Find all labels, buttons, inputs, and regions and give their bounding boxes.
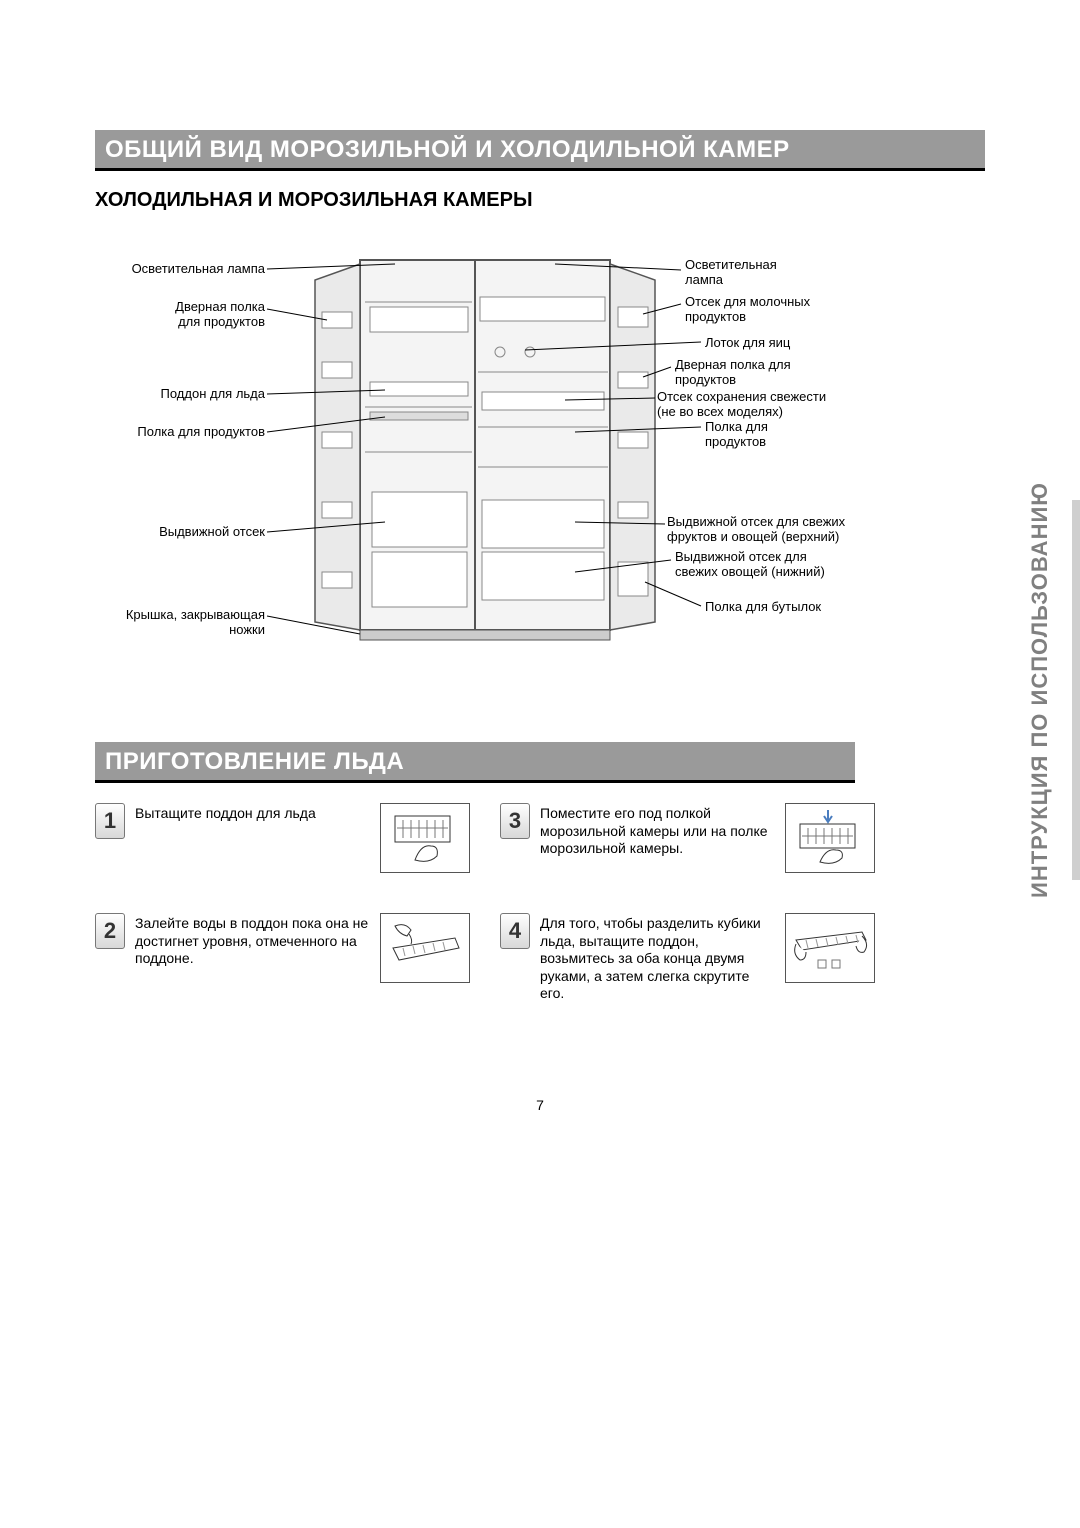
label-left-leg-cover: Крышка, закрывающаяножки [85, 608, 265, 638]
step-number-3: 3 [500, 803, 530, 839]
step-1: 1 Вытащите поддон для льда [95, 803, 470, 873]
step-number-4: 4 [500, 913, 530, 949]
step-illustration-4 [785, 913, 875, 983]
label-right-bottle-shelf: Полка для бутылок [705, 600, 905, 615]
side-tab: ИНТРУКЦИЯ ПО ИСПОЛЬЗОВАНИЮ [1020, 510, 1060, 870]
step-3: 3 Поместите его под полкой морозильной к… [500, 803, 875, 873]
step-2: 2 Залейте воды в поддон пока она не дост… [95, 913, 470, 1003]
label-right-egg-tray: Лоток для яиц [705, 336, 905, 351]
step-illustration-1 [380, 803, 470, 873]
label-right-dairy: Отсек для молочныхпродуктов [685, 295, 885, 325]
ice-steps-grid: 1 Вытащите поддон для льда 3 Поместите [95, 803, 875, 1003]
fridge-illustration [300, 252, 670, 642]
manual-page: ОБЩИЙ ВИД МОРОЗИЛЬНОЙ И ХОЛОДИЛЬНОЙ КАМЕ… [95, 130, 985, 1003]
step-text-4: Для того, чтобы разделить кубики льда, в… [540, 913, 775, 1003]
label-right-lower-crisper: Выдвижной отсек длясвежих овощей (нижний… [675, 550, 895, 580]
label-right-food-shelf: Полка дляпродуктов [705, 420, 905, 450]
side-tab-stripe [1072, 500, 1080, 880]
step-4: 4 Для того, чтобы разделить кубики льда,… [500, 913, 875, 1003]
step-text-1: Вытащите поддон для льда [135, 803, 370, 823]
step-number-1: 1 [95, 803, 125, 839]
section-heading-ice: ПРИГОТОВЛЕНИЕ ЛЬДА [95, 742, 855, 783]
page-number: 7 [95, 1097, 985, 1113]
step-illustration-3 [785, 803, 875, 873]
step-text-2: Залейте воды в поддон пока она не достиг… [135, 913, 370, 968]
label-right-upper-crisper: Выдвижной отсек для свежихфруктов и овощ… [667, 515, 897, 545]
section-subheading: ХОЛОДИЛЬНАЯ И МОРОЗИЛЬНАЯ КАМЕРЫ [95, 189, 985, 212]
label-left-door-shelf: Дверная полкадля продуктов [85, 300, 265, 330]
label-left-lamp: Осветительная лампа [85, 262, 265, 277]
label-left-food-shelf: Полка для продуктов [85, 425, 265, 440]
label-right-lamp: Осветительнаялампа [685, 258, 885, 288]
fridge-diagram: Осветительная лампа Дверная полкадля про… [95, 242, 875, 682]
step-text-3: Поместите его под полкой морозильной кам… [540, 803, 775, 858]
label-right-door-shelf: Дверная полка дляпродуктов [675, 358, 875, 388]
section-heading-overview: ОБЩИЙ ВИД МОРОЗИЛЬНОЙ И ХОЛОДИЛЬНОЙ КАМЕ… [95, 130, 985, 171]
side-tab-text: ИНТРУКЦИЯ ПО ИСПОЛЬЗОВАНИЮ [1027, 482, 1053, 898]
label-right-fresh-compartment: Отсек сохранения свежести(не во всех мод… [657, 390, 887, 420]
step-number-2: 2 [95, 913, 125, 949]
label-left-drawer: Выдвижной отсек [85, 525, 265, 540]
label-left-ice-tray: Поддон для льда [85, 387, 265, 402]
step-illustration-2 [380, 913, 470, 983]
